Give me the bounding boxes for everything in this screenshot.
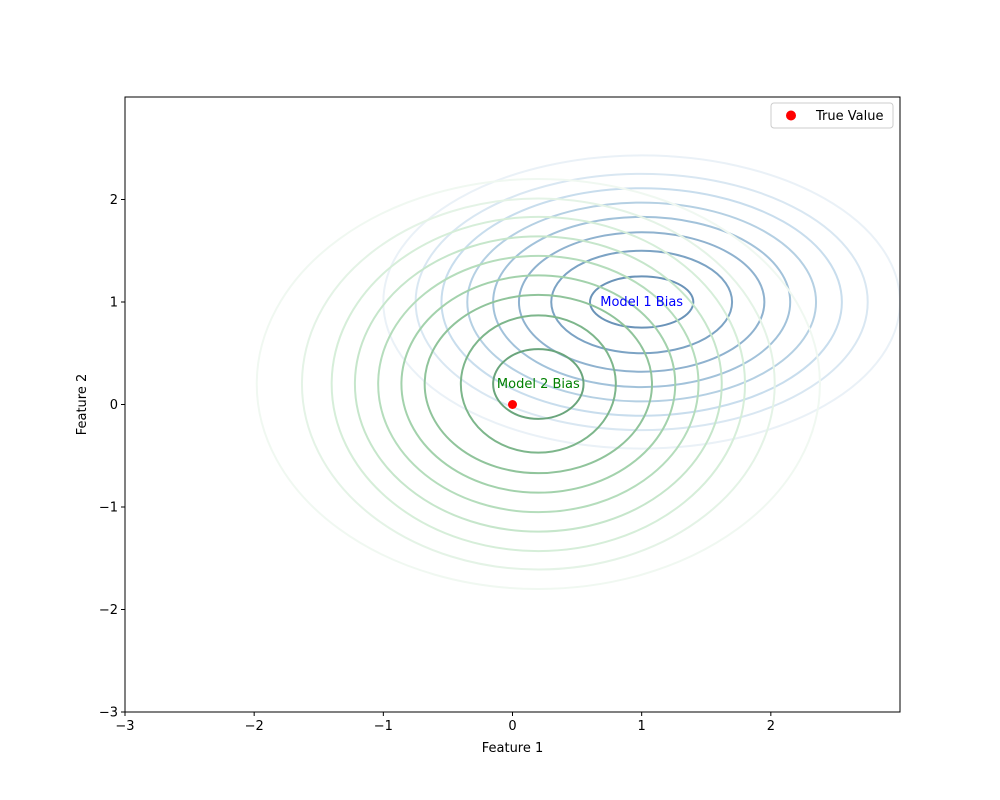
x-tick-label: 0: [508, 719, 516, 734]
contour-model-1-level-2: [550, 249, 734, 355]
x-tick-label: 1: [638, 719, 646, 734]
contour-model-1-level-1: [589, 275, 695, 329]
x-tick-label: −1: [374, 719, 393, 734]
legend-label-true-value: True Value: [815, 109, 883, 124]
y-tick-label: 2: [110, 193, 118, 208]
contour-model-1-level-5: [466, 201, 818, 403]
x-tick-label: 2: [767, 719, 775, 734]
y-axis-ticks: −3 −2 −1 0 1 2: [99, 193, 125, 721]
legend-marker-true-value: [786, 110, 796, 121]
y-tick-label: 1: [110, 296, 118, 311]
contour-model-1-level-6: [440, 187, 843, 417]
contour-model-2-level-6: [353, 235, 723, 533]
contour-layer: [255, 154, 900, 590]
contour-model-2-level-3: [423, 293, 653, 475]
y-tick-label: −2: [99, 603, 118, 618]
mark-layer: Model 1 Bias Model 2 Bias: [497, 295, 683, 409]
x-tick-label: −2: [245, 719, 264, 734]
contour-model-1-level-8: [382, 154, 900, 450]
contour-model-2-level-1: [492, 348, 585, 420]
y-tick-label: −1: [99, 501, 118, 516]
contour-model-2-level-8: [300, 197, 776, 571]
x-tick-label: −3: [115, 719, 134, 734]
distribution-label-model-2: Model 2 Bias: [497, 377, 580, 392]
x-axis-ticks: −3 −2 −1 0 1 2: [115, 712, 775, 734]
contour-model-2-level-5: [377, 254, 700, 514]
contour-model-2-level-4: [400, 274, 677, 494]
contour-model-2-level-9: [255, 178, 821, 590]
contour-model-2-level-2: [459, 314, 617, 454]
y-axis-label: Feature 2: [75, 374, 90, 436]
y-tick-label: 0: [110, 398, 118, 413]
true-value-point: [508, 400, 517, 409]
y-tick-label: −3: [99, 706, 118, 721]
contour-model-2-level-7: [330, 215, 746, 553]
x-axis-label: Feature 1: [482, 741, 544, 756]
contour-model-1-level-3: [517, 231, 766, 373]
legend-box: [770, 102, 894, 129]
distribution-label-model-1: Model 1 Bias: [600, 295, 683, 310]
legend: True Value: [770, 102, 894, 129]
